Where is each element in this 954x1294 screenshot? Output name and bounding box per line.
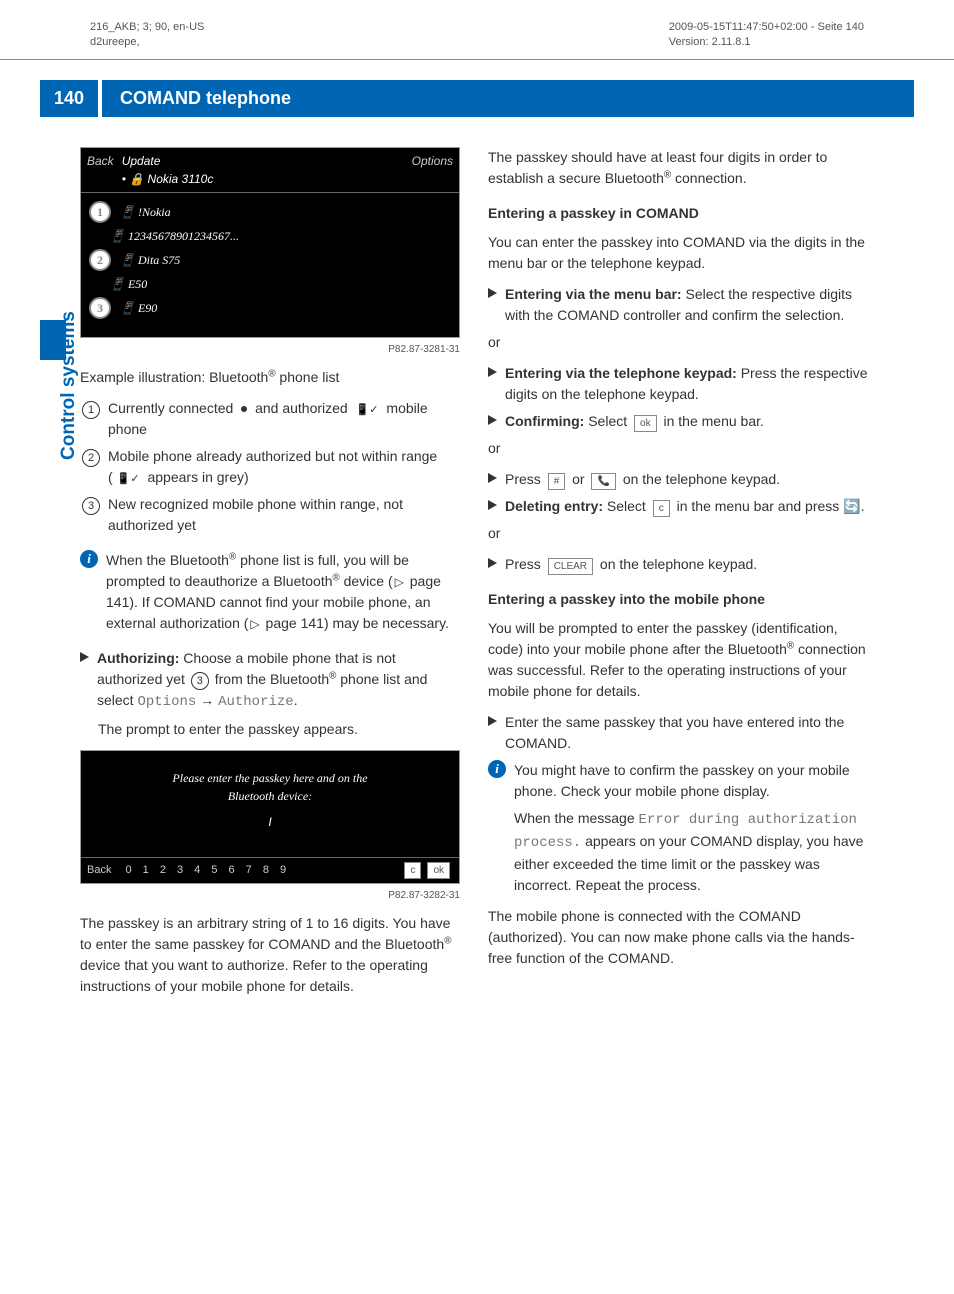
- shot-row: Dita S75: [138, 251, 180, 269]
- shot-update: Update: [122, 154, 161, 168]
- bullet-icon: [488, 558, 497, 568]
- shot-row: 12345678901234567...: [128, 227, 239, 245]
- dot-icon: [241, 406, 247, 412]
- doc-meta: 216_AKB; 3; 90, en-US d2ureepe, 2009-05-…: [40, 20, 914, 51]
- legend-item: 2 Mobile phone already authorized but no…: [80, 446, 460, 488]
- callout-1-icon: 1: [89, 201, 111, 223]
- lock-icon: 🔒: [129, 172, 144, 186]
- step-delete: Deleting entry: Select c in the menu bar…: [488, 496, 868, 517]
- left-column: Back Update• 🔒 Nokia 3110c Options 1 📱 !…: [80, 147, 460, 1007]
- meta-left2: d2ureepe,: [90, 35, 204, 50]
- subhead-comand: Entering a passkey in COMAND: [488, 203, 868, 224]
- error-note: When the message Error during authorizat…: [514, 808, 868, 896]
- bullet-icon: [488, 716, 497, 726]
- or-text: or: [488, 523, 868, 544]
- shot2-nums: 0 1 2 3 4 5 6 7 8 9: [125, 862, 401, 879]
- shot2-cursor: I: [81, 813, 459, 857]
- shot-row: E90: [138, 299, 157, 317]
- shot2-back: Back: [87, 862, 111, 879]
- meta-right2: Version: 2.11.8.1: [669, 35, 864, 50]
- subhead-mobile: Entering a passkey into the mobile phone: [488, 589, 868, 610]
- step-confirm: Confirming: Select ok in the menu bar.: [488, 411, 868, 432]
- passkey-length: The passkey should have at least four di…: [488, 147, 868, 189]
- callout-3-icon: 3: [89, 297, 111, 319]
- info-icon: i: [488, 760, 506, 778]
- shot-options: Options: [412, 152, 453, 188]
- chapter-header: 140 COMAND telephone: [40, 80, 914, 117]
- step-keypad: Entering via the telephone keypad: Press…: [488, 363, 868, 405]
- phone-check-icon: 📱✓: [356, 404, 379, 416]
- legend-item: 3 New recognized mobile phone within ran…: [80, 494, 460, 536]
- side-tab-label: Control systems: [58, 311, 80, 460]
- step-clear: Press CLEAR on the telephone keypad.: [488, 554, 868, 575]
- bullet-icon: [488, 473, 497, 483]
- info-confirm: i You might have to confirm the passkey …: [488, 760, 868, 802]
- bullet-icon: [488, 415, 497, 425]
- bluetooth-list-screenshot: Back Update• 🔒 Nokia 3110c Options 1 📱 !…: [80, 147, 460, 338]
- legend-item: 1 Currently connected and authorized 📱✓ …: [80, 398, 460, 440]
- passkey-explain: The passkey is an arbitrary string of 1 …: [80, 913, 460, 997]
- meta-left1: 216_AKB; 3; 90, en-US: [90, 20, 204, 35]
- step-menu-bar: Entering via the menu bar: Select the re…: [488, 284, 868, 326]
- call-key: 📞: [591, 473, 615, 490]
- shot-selected: Nokia 3110c: [148, 172, 214, 186]
- info-icon: i: [80, 550, 98, 568]
- step-enter-same: Enter the same passkey that you have ent…: [488, 712, 868, 754]
- connected-note: The mobile phone is connected with the C…: [488, 906, 868, 969]
- top-divider: [0, 59, 954, 60]
- mobile-prompt: You will be prompted to enter the passke…: [488, 618, 868, 702]
- bullet-icon: [488, 367, 497, 377]
- bullet-icon: [80, 652, 89, 662]
- info-note: i When the Bluetooth® phone list is full…: [80, 550, 460, 634]
- step-press-hash: Press # or 📞 on the telephone keypad.: [488, 469, 868, 490]
- phone-grey-icon: 📱✓: [117, 473, 140, 485]
- rotary-icon: 🔄: [843, 498, 860, 514]
- image-ref-2: P82.87-3282-31: [80, 888, 460, 903]
- c-key: c: [653, 500, 670, 517]
- image-ref-1: P82.87-3281-31: [80, 342, 460, 357]
- caption: Example illustration: Bluetooth® phone l…: [80, 367, 460, 388]
- bullet-icon: [488, 288, 497, 298]
- bullet-icon: [488, 500, 497, 510]
- shot2-line2: Bluetooth device:: [91, 787, 449, 805]
- step-authorizing: Authorizing: Choose a mobile phone that …: [80, 648, 460, 713]
- meta-right1: 2009-05-15T11:47:50+02:00 - Seite 140: [669, 20, 864, 35]
- hash-key: #: [548, 473, 566, 490]
- shot-row: !Nokia: [138, 203, 171, 221]
- chapter-title: COMAND telephone: [102, 80, 914, 117]
- right-column: The passkey should have at least four di…: [488, 147, 868, 1007]
- prompt-note: The prompt to enter the passkey appears.: [98, 719, 460, 740]
- enter-passkey-intro: You can enter the passkey into COMAND vi…: [488, 232, 868, 274]
- ok-key: ok: [634, 415, 657, 432]
- shot2-line1: Please enter the passkey here and on the: [91, 769, 449, 787]
- shot-row: E50: [128, 275, 147, 293]
- clear-key: CLEAR: [548, 558, 593, 575]
- callout-2-icon: 2: [89, 249, 111, 271]
- page-number: 140: [40, 80, 98, 117]
- or-text: or: [488, 332, 868, 353]
- or-text: or: [488, 438, 868, 459]
- shot-back: Back: [87, 152, 114, 188]
- passkey-screenshot: Please enter the passkey here and on the…: [80, 750, 460, 884]
